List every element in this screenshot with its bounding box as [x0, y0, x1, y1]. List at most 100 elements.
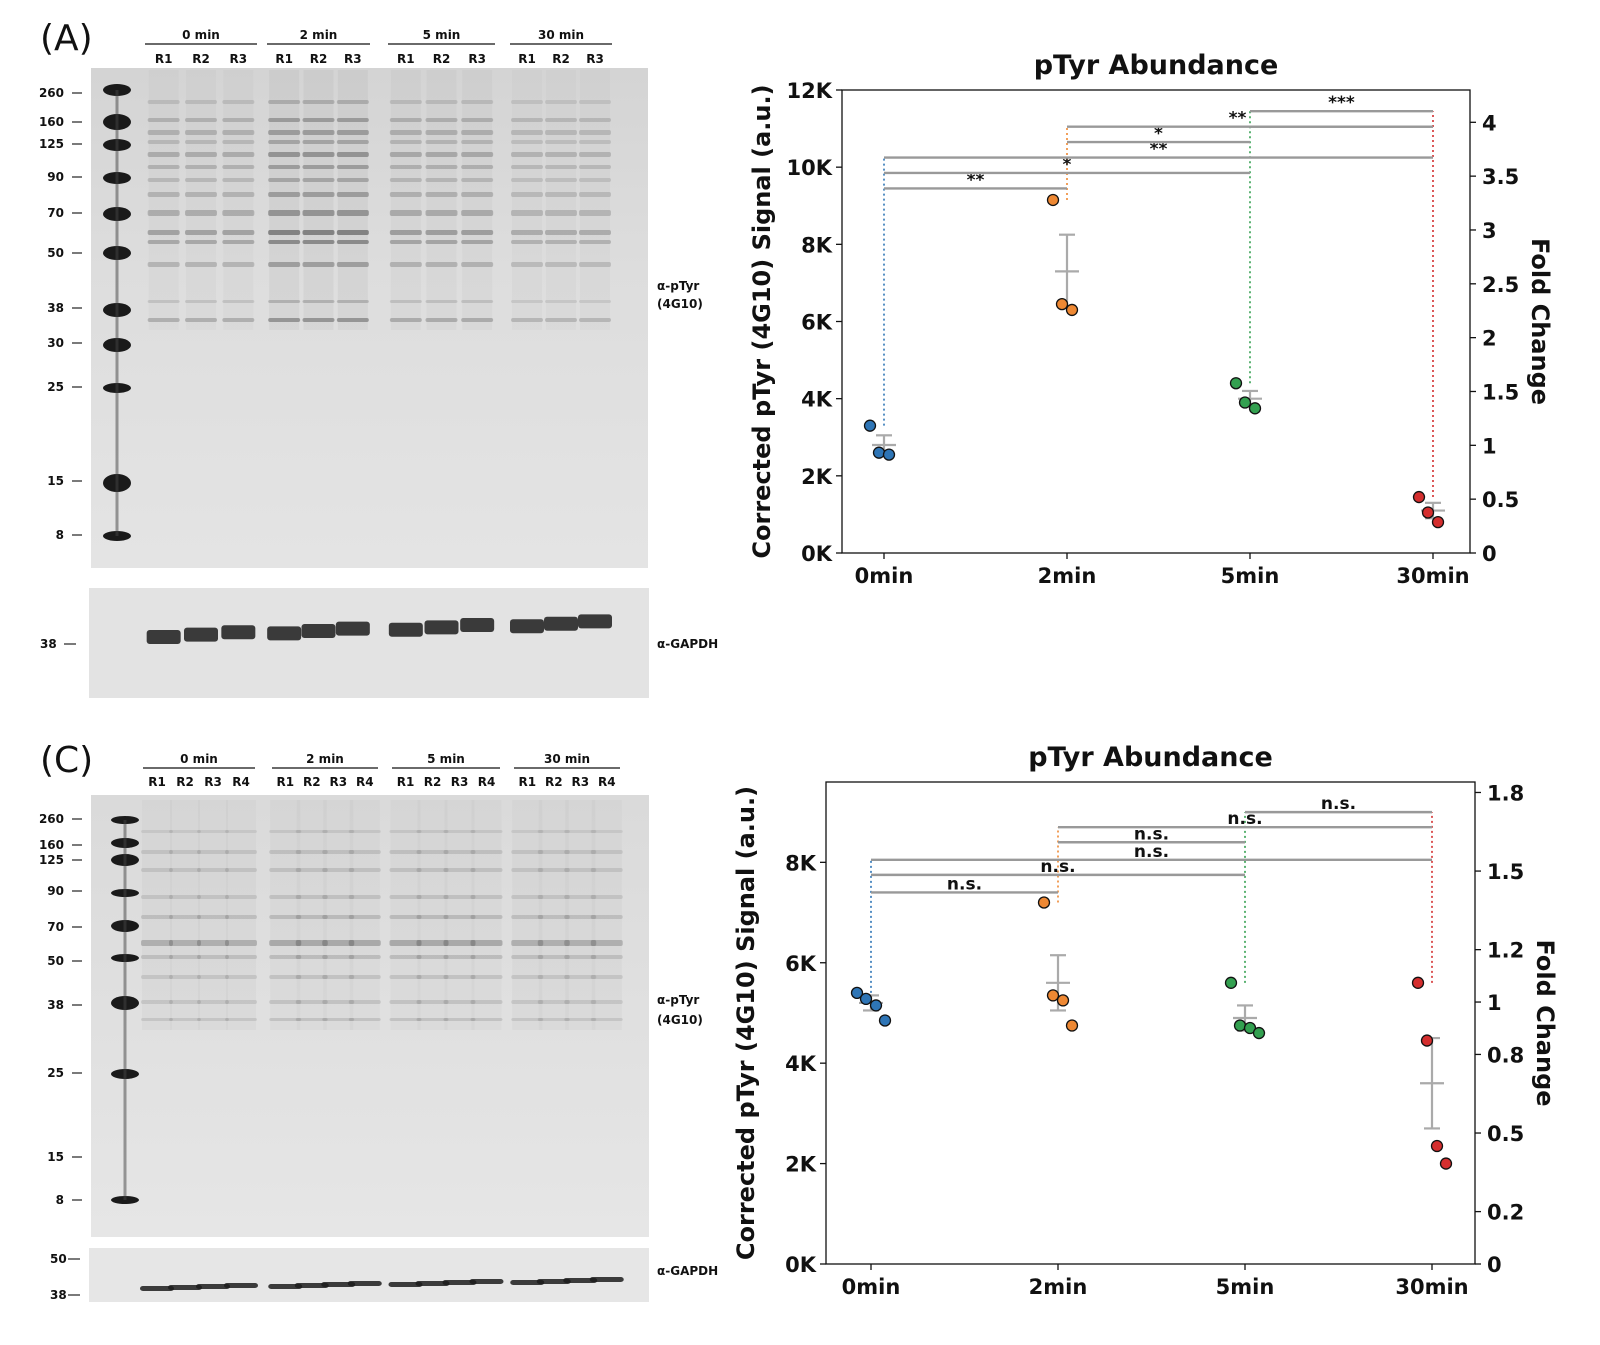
protein-band	[590, 975, 623, 979]
protein-band	[268, 210, 301, 216]
protein-band	[470, 940, 503, 946]
marker-label: 25	[47, 380, 64, 394]
marker-label: 15	[47, 1150, 64, 1164]
protein-band	[416, 940, 449, 946]
protein-band	[348, 830, 381, 833]
protein-band	[222, 318, 255, 322]
significance-label: **	[1229, 109, 1247, 129]
protein-band	[268, 318, 301, 322]
significance-label: *	[1154, 124, 1163, 144]
protein-band	[322, 895, 355, 899]
protein-band	[225, 940, 257, 946]
protein-band	[389, 955, 422, 959]
protein-band	[269, 830, 302, 833]
protein-band	[511, 130, 543, 135]
marker-label: 50	[47, 246, 64, 260]
lane-smear	[198, 800, 228, 1030]
protein-band	[416, 1018, 449, 1021]
protein-band	[511, 318, 543, 322]
protein-band	[147, 118, 180, 122]
protein-band	[147, 230, 180, 235]
significance-label: n.s.	[1040, 857, 1075, 877]
lane-label: R3	[586, 52, 604, 66]
lane-label: R2	[192, 52, 210, 66]
gapdh-band	[536, 1279, 571, 1284]
protein-band	[269, 895, 302, 899]
lane-smear	[337, 70, 368, 330]
lane-label: R1	[275, 52, 293, 66]
lane-label: R3	[344, 52, 362, 66]
protein-band	[336, 300, 369, 303]
lane-label: R2	[552, 52, 570, 66]
ptyr-lanes-a	[103, 70, 611, 541]
protein-band	[511, 850, 544, 854]
protein-band	[322, 1018, 355, 1021]
lane-label: R3	[468, 52, 486, 66]
gapdh-marker-c-50: 50	[50, 1252, 67, 1266]
y2-axis-label: Fold Change	[1531, 939, 1559, 1106]
protein-band	[302, 152, 335, 157]
gapdh-band	[442, 1280, 477, 1285]
protein-band	[545, 130, 577, 135]
gapdh-antibody-label-c: α-GAPDH	[657, 1264, 718, 1278]
gapdh-band	[469, 1279, 504, 1284]
lane-label: R4	[478, 775, 496, 789]
protein-band	[336, 140, 369, 144]
y-tick-label: 8K	[801, 233, 833, 257]
protein-band	[389, 975, 422, 979]
protein-band	[461, 100, 494, 104]
protein-band	[185, 140, 217, 144]
marker-label: 90	[47, 884, 64, 898]
protein-band	[537, 955, 570, 959]
protein-band	[470, 1000, 503, 1004]
protein-band	[348, 975, 381, 979]
protein-band	[348, 1018, 381, 1021]
protein-band	[564, 975, 597, 979]
data-point	[850, 986, 864, 1000]
y2-tick-label: 3	[1482, 219, 1497, 243]
protein-band	[564, 1018, 597, 1021]
data-point	[1421, 506, 1435, 519]
protein-band	[537, 895, 570, 899]
x-tick-label: 0min	[855, 564, 914, 588]
y-tick-label: 8K	[785, 851, 817, 875]
data-point	[863, 419, 877, 432]
protein-band	[389, 100, 422, 104]
protein-band	[511, 118, 543, 122]
lane-label: R2	[176, 775, 194, 789]
protein-band	[322, 868, 355, 872]
protein-band	[461, 318, 494, 322]
data-point	[1252, 1026, 1266, 1040]
ptyr-antibody-label-a-1: α-pTyr	[657, 279, 699, 293]
protein-band	[425, 130, 458, 135]
protein-band	[389, 165, 422, 169]
protein-band	[389, 230, 422, 235]
data-point	[872, 446, 886, 459]
protein-band	[545, 230, 577, 235]
protein-band	[222, 140, 255, 144]
protein-band	[443, 1000, 476, 1004]
protein-band	[185, 300, 217, 303]
protein-band	[579, 130, 611, 135]
y-tick-label: 10K	[787, 156, 833, 180]
lane-label: R1	[155, 52, 173, 66]
protein-band	[169, 830, 201, 833]
protein-band	[511, 915, 544, 919]
protein-band	[141, 955, 173, 959]
protein-band	[511, 210, 543, 216]
protein-band	[416, 955, 449, 959]
protein-band	[141, 940, 173, 946]
protein-band	[185, 165, 217, 169]
protein-band	[511, 940, 544, 946]
marker-label: 125	[39, 137, 64, 151]
protein-band	[295, 830, 328, 833]
protein-band	[185, 318, 217, 322]
data-point	[1046, 193, 1060, 207]
data-point	[1056, 994, 1070, 1007]
protein-band	[470, 955, 503, 959]
y2-tick-label: 3.5	[1482, 165, 1519, 189]
protein-band	[336, 230, 369, 235]
protein-band	[537, 975, 570, 979]
